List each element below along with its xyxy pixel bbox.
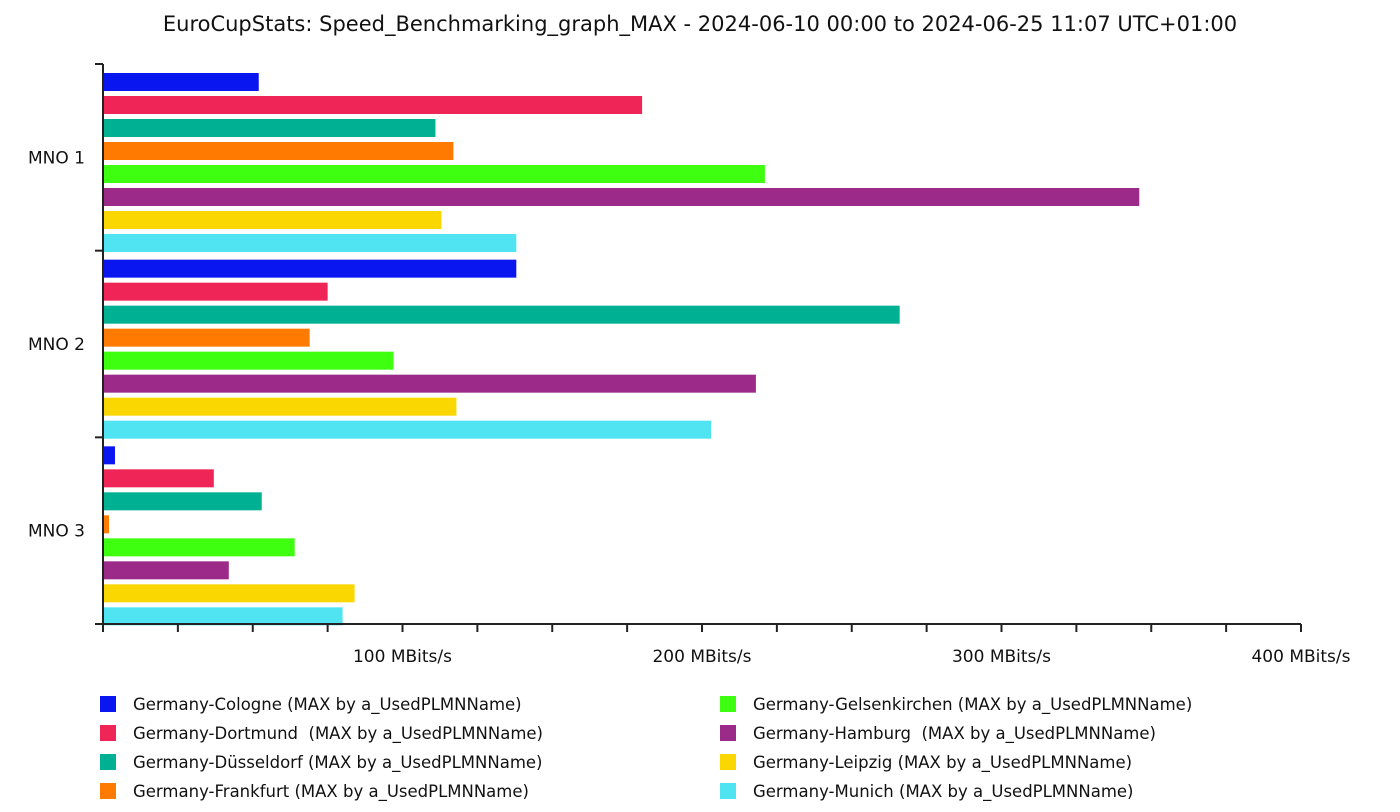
x-tick-label: 400 MBits/s	[1251, 647, 1350, 667]
legend-item: Germany-Gelsenkirchen (MAX by a_UsedPLMN…	[720, 693, 1192, 715]
legend-swatch	[720, 696, 736, 712]
legend-label: Germany-Düsseldorf (MAX by a_UsedPLMNNam…	[133, 752, 543, 772]
legend-swatch	[100, 783, 116, 799]
legend-swatch	[100, 725, 116, 741]
bars-layer	[103, 73, 1140, 626]
bar-mno-3-series-1	[103, 469, 214, 488]
x-tick-label: 200 MBits/s	[652, 647, 751, 667]
bar-mno-2-series-5	[103, 374, 756, 393]
x-tick-label: 300 MBits/s	[952, 647, 1051, 667]
bar-mno-3-series-2	[103, 492, 262, 511]
legend-swatch	[720, 725, 736, 741]
legend-item: Germany-Frankfurt (MAX by a_UsedPLMNName…	[100, 780, 529, 802]
legend-label: Germany-Munich (MAX by a_UsedPLMNName)	[753, 781, 1134, 801]
bar-mno-1-series-0	[103, 73, 259, 91]
bar-mno-1-series-3	[103, 142, 454, 160]
legend-swatch	[100, 754, 116, 770]
legend-label: Germany-Dortmund (MAX by a_UsedPLMNName)	[133, 723, 543, 743]
bar-mno-3-series-0	[103, 446, 115, 465]
bar-mno-2-series-0	[103, 259, 517, 278]
legend-item: Germany-Munich (MAX by a_UsedPLMNName)	[720, 780, 1134, 802]
x-tick-label: 100 MBits/s	[353, 647, 452, 667]
legend-item: Germany-Hamburg (MAX by a_UsedPLMNName)	[720, 722, 1156, 744]
legend-swatch	[100, 696, 116, 712]
y-tick-label: MNO 3	[28, 522, 85, 542]
chart-title: EuroCupStats: Speed_Benchmarking_graph_M…	[162, 12, 1238, 36]
bar-chart: MNO 1 MNO 2 MNO 3 100 MBits/s 200 MBits/s 300…	[28, 63, 1351, 667]
bar-mno-3-series-4	[103, 538, 295, 557]
legend-item: Germany-Dortmund (MAX by a_UsedPLMNName)	[100, 722, 543, 744]
bar-mno-2-series-2	[103, 305, 900, 324]
bar-mno-2-series-6	[103, 397, 457, 416]
legend-label: Germany-Leipzig (MAX by a_UsedPLMNName)	[753, 752, 1133, 772]
bar-mno-1-series-2	[103, 119, 436, 137]
bar-mno-2-series-1	[103, 282, 328, 301]
bar-mno-1-series-4	[103, 165, 765, 183]
bar-mno-3-series-7	[103, 607, 343, 626]
legend-item: Germany-Cologne (MAX by a_UsedPLMNName)	[100, 693, 522, 715]
bar-mno-1-series-6	[103, 211, 442, 229]
bar-mno-1-series-7	[103, 234, 517, 252]
bar-mno-3-series-3	[103, 515, 109, 534]
legend-swatch	[720, 783, 736, 799]
legend-label: Germany-Gelsenkirchen (MAX by a_UsedPLMN…	[753, 694, 1193, 714]
y-tick-label: MNO 1	[28, 148, 85, 168]
y-tick-label: MNO 2	[28, 335, 85, 355]
bar-mno-3-series-5	[103, 561, 229, 580]
legend-item: Germany-Leipzig (MAX by a_UsedPLMNName)	[720, 751, 1132, 773]
bar-mno-3-series-6	[103, 584, 355, 603]
legend-item: Germany-Düsseldorf (MAX by a_UsedPLMNNam…	[100, 751, 543, 773]
bar-mno-2-series-4	[103, 351, 394, 370]
legend-label: Germany-Hamburg (MAX by a_UsedPLMNName)	[753, 723, 1156, 743]
bar-mno-1-series-5	[103, 188, 1140, 206]
legend-label: Germany-Frankfurt (MAX by a_UsedPLMNName…	[133, 781, 529, 801]
legend-label: Germany-Cologne (MAX by a_UsedPLMNName)	[133, 694, 522, 714]
bar-mno-2-series-7	[103, 420, 711, 439]
bar-mno-1-series-1	[103, 96, 643, 114]
legend-swatch	[720, 754, 736, 770]
bar-mno-2-series-3	[103, 328, 310, 347]
axes-layer: MNO 1 MNO 2 MNO 3 100 MBits/s 200 MBits/s 300…	[28, 63, 1351, 667]
